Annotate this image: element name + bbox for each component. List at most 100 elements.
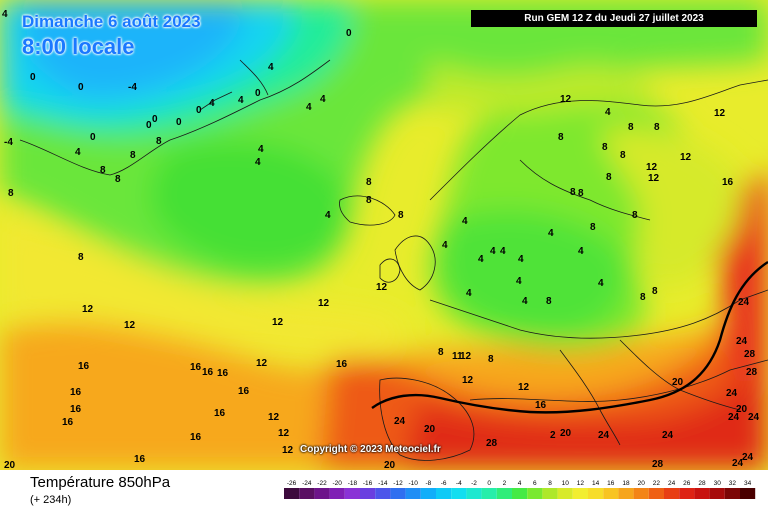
scale-swatch — [542, 488, 558, 499]
temperature-label: 4 — [462, 216, 468, 227]
temperature-label: 12 — [462, 375, 474, 386]
legend-title: Température 850hPa — [30, 474, 171, 491]
scale-tick-label: -16 — [363, 480, 373, 487]
temperature-label: 12 — [460, 351, 472, 362]
temperature-label: 0 — [255, 88, 261, 99]
scale-tick-label: 2 — [503, 480, 507, 487]
temperature-map: 4 0 -4 0 0 4 0 4 4 4 4 0 0 0 0 0 -4 8 4 4 8 4 8 8 8 8 8 4 8 8 12 4 8 8 12 8… — [0, 0, 768, 470]
scale-tick-label: -8 — [426, 480, 432, 487]
temperature-label: 4 — [325, 210, 331, 221]
temperature-label: 12 — [268, 412, 280, 423]
temperature-label: 4 — [255, 157, 261, 168]
scale-tick-label: 26 — [683, 480, 691, 487]
temperature-label: 20 — [4, 460, 16, 470]
temperature-label: 20 — [384, 460, 396, 470]
scale-swatch — [451, 488, 467, 499]
temperature-label: 4 — [268, 62, 274, 73]
temperature-label: 4 — [442, 240, 448, 251]
scale-tick-label: 28 — [698, 480, 706, 487]
field-yellow-east — [600, 127, 742, 287]
temperature-label: 8 — [640, 292, 646, 303]
coast-scandinavia-inner — [519, 159, 651, 221]
scale-swatch — [588, 488, 604, 499]
temperature-label: 4 — [605, 107, 611, 118]
temperature-label: 4 — [518, 254, 524, 265]
temperature-label: 0 — [146, 120, 152, 131]
temperature-label: 8 — [366, 177, 372, 188]
temperature-label: 8 — [156, 136, 162, 147]
temperature-label: 16 — [190, 362, 202, 373]
temperature-label: 8 — [8, 188, 14, 199]
legend-footer: Température 850hPa (+ 234h) -26 -24 -22 -20… — [0, 470, 768, 512]
temperature-label: 16 — [62, 417, 74, 428]
temperature-label: 8 — [366, 195, 372, 206]
scale-tick-label: 14 — [592, 480, 600, 487]
temperature-label: 8 — [130, 150, 136, 161]
scale-tick-label: -10 — [408, 480, 418, 487]
temperature-label: 24 — [738, 297, 750, 308]
coast-mediterranean — [469, 359, 768, 402]
scale-swatch — [648, 488, 664, 499]
temperature-label: 8 — [590, 222, 596, 233]
scale-tick-label: 30 — [714, 480, 722, 487]
scale-swatch — [724, 488, 740, 499]
temperature-label: 20 — [672, 377, 684, 388]
scale-tick-label: -2 — [471, 480, 477, 487]
time-label: 8:00 locale — [22, 34, 135, 59]
temperature-label: 4 — [2, 9, 8, 20]
scale-swatch — [557, 488, 573, 499]
color-scale: -26 -24 -22 -20 -18 -16 -14 -12 -10 -8 -6 -4 -2 0 2 4 6 8… — [284, 480, 756, 499]
temperature-label: 24 — [662, 430, 674, 441]
temperature-label: 16 — [535, 400, 547, 411]
temperature-label: 4 — [209, 98, 215, 109]
temperature-label: 12 — [256, 358, 268, 369]
scale-swatch — [633, 488, 649, 499]
temperature-label: 16 — [214, 408, 226, 419]
scale-tick-label: -12 — [393, 480, 403, 487]
scale-swatch — [618, 488, 634, 499]
scale-swatch — [390, 488, 406, 499]
scale-swatch — [375, 488, 391, 499]
scale-swatch — [694, 488, 710, 499]
temperature-label: 8 — [654, 122, 660, 133]
temperature-label: 12 — [518, 382, 530, 393]
temperature-label: 8 — [488, 354, 494, 365]
date-label: Dimanche 6 août 2023 — [22, 12, 201, 31]
temperature-label: 16 — [722, 177, 734, 188]
temperature-label: 24 — [748, 412, 760, 423]
scale-tick-label: 6 — [533, 480, 537, 487]
temperature-label: 12 — [278, 428, 290, 439]
scale-tick-label: -14 — [378, 480, 388, 487]
temperature-label: 24 — [742, 452, 754, 463]
temperature-label: 28 — [746, 367, 758, 378]
temperature-label: 4 — [258, 144, 264, 155]
scale-tick-label: -6 — [441, 480, 447, 487]
field-hot-mediterranean — [400, 380, 768, 470]
temperature-label: 12 — [124, 320, 136, 331]
temperature-label: 16 — [70, 404, 82, 415]
scale-tick-label: -22 — [317, 480, 327, 487]
coast-europe — [429, 289, 768, 339]
temperature-label: 16 — [336, 359, 348, 370]
scale-swatch — [603, 488, 619, 499]
temperature-label: 16 — [190, 432, 202, 443]
temperature-label: 0 — [176, 117, 182, 128]
temperature-label: 4 — [478, 254, 484, 265]
scale-swatch — [664, 488, 680, 499]
scale-swatch — [329, 488, 345, 499]
temperature-label: 24 — [728, 412, 740, 423]
temperature-label: 24 — [726, 388, 738, 399]
field-cool-atlantic-low — [150, 140, 349, 269]
temperature-label: 0 — [90, 132, 96, 143]
temperature-label: 12 — [680, 152, 692, 163]
temperature-label: 8 — [78, 252, 84, 263]
temperature-label: 12 — [318, 298, 330, 309]
temperature-label: 28 — [652, 459, 664, 470]
temperature-label: 16 — [134, 454, 146, 465]
scale-tick-label: 10 — [562, 480, 570, 487]
temperature-label: 28 — [744, 349, 756, 360]
scale-swatch — [709, 488, 725, 499]
scale-tick-label: 18 — [622, 480, 630, 487]
temperature-label: 0 — [78, 82, 84, 93]
scale-swatch — [740, 488, 756, 499]
